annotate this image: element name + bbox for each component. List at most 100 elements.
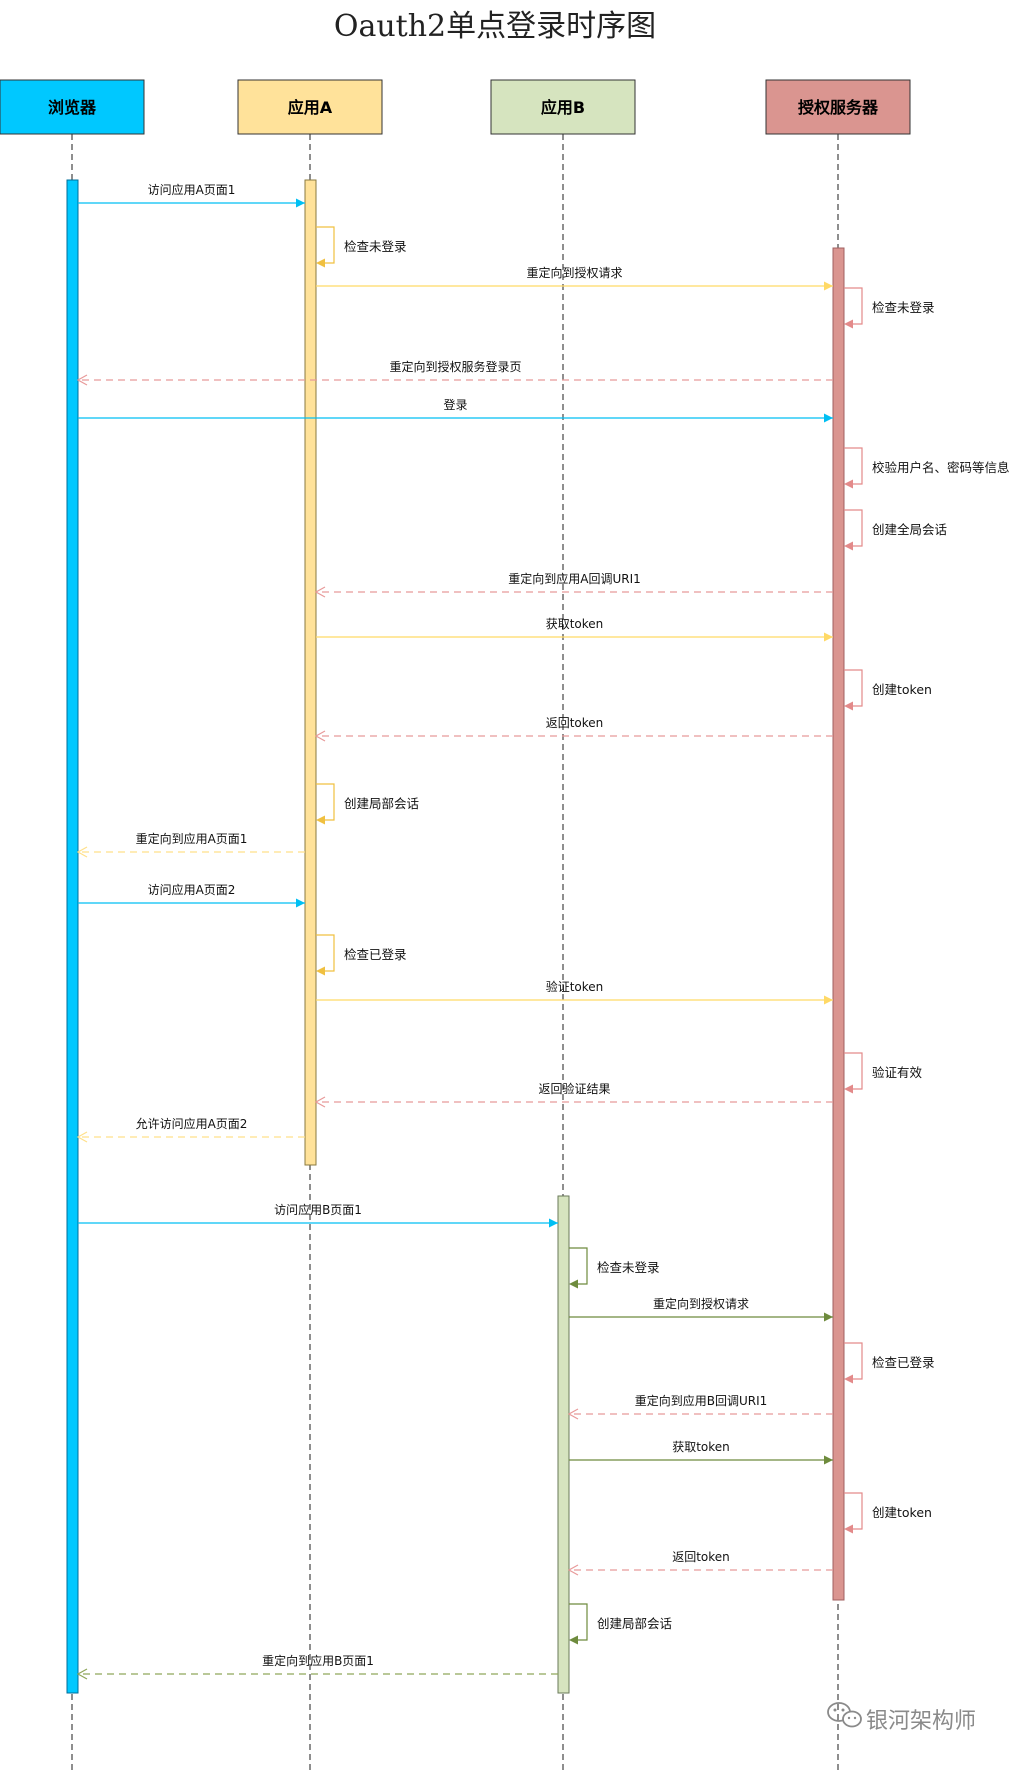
message-label: 重定向到授权请求 (526, 265, 622, 280)
arrowhead (844, 1524, 853, 1534)
message-4-self: 检查未登录 (844, 287, 935, 329)
self-call-loop (316, 783, 335, 821)
message-label: 访问应用A页面1 (148, 182, 236, 197)
arrowhead (824, 1455, 833, 1465)
message-label: 重定向到授权请求 (653, 1296, 749, 1311)
arrowhead (316, 966, 325, 976)
self-call-label: 创建全局会话 (872, 522, 947, 537)
message-label: 允许访问应用A页面2 (136, 1116, 248, 1131)
self-call-label: 创建token (872, 682, 932, 697)
wechat-icon (827, 1702, 862, 1728)
message-30-return: 重定向到应用B页面1 (76, 1653, 558, 1680)
activation-bar-appA (304, 179, 317, 1166)
message-label: 重定向到应用A回调URI1 (508, 571, 641, 586)
arrowhead (316, 258, 325, 268)
self-call-label: 验证有效 (872, 1065, 923, 1080)
message-22-self: 检查未登录 (569, 1247, 660, 1289)
arrowhead (844, 541, 853, 551)
self-call-label: 检查已登录 (872, 1355, 935, 1370)
message-11-self: 创建token (844, 669, 932, 711)
arrowhead (824, 281, 833, 291)
arrowhead (567, 1564, 579, 1576)
arrowhead (824, 995, 833, 1005)
message-5-return: 重定向到授权服务登录页 (76, 359, 833, 386)
arrowhead (567, 1408, 579, 1420)
message-1-call: 访问应用A页面1 (78, 182, 305, 208)
message-20-return: 允许访问应用A页面2 (76, 1116, 305, 1143)
self-call-loop (844, 447, 863, 485)
self-call-loop (844, 287, 863, 325)
self-call-loop (316, 226, 335, 264)
self-call-loop (844, 1492, 863, 1530)
message-label: 重定向到授权服务登录页 (389, 359, 521, 374)
message-12-return: 返回token (314, 716, 833, 742)
arrowhead (824, 632, 833, 642)
arrowhead (314, 1096, 326, 1108)
arrowhead (824, 413, 833, 423)
self-call-loop (844, 669, 863, 707)
arrowhead (844, 1374, 853, 1384)
self-call-label: 检查已登录 (344, 947, 407, 962)
message-3-call: 重定向到授权请求 (316, 265, 833, 291)
arrowhead (844, 479, 853, 489)
arrowhead (569, 1635, 578, 1645)
actor-label-auth: 授权服务器 (798, 98, 879, 117)
arrowhead (76, 846, 88, 858)
actor-box-appA (237, 79, 383, 135)
watermark-text: 银河架构师 (866, 1709, 976, 1734)
activation-bar-auth (832, 247, 845, 1601)
arrowhead (844, 319, 853, 329)
self-call-loop (569, 1247, 588, 1285)
message-label: 登录 (443, 397, 467, 412)
arrowhead (314, 730, 326, 742)
arrowhead (296, 198, 305, 208)
message-23-call: 重定向到授权请求 (569, 1296, 833, 1322)
self-call-loop (844, 1052, 863, 1090)
arrowhead (76, 374, 88, 386)
message-17-call: 验证token (316, 979, 833, 1005)
message-6-call: 登录 (78, 397, 833, 423)
message-16-self: 检查已登录 (316, 934, 407, 976)
message-26-call: 获取token (569, 1440, 833, 1465)
activation-bar-browser (66, 179, 79, 1694)
message-label: 重定向到应用B页面1 (262, 1653, 374, 1668)
actor-label-appA: 应用A (288, 98, 333, 117)
self-call-label: 创建token (872, 1505, 932, 1520)
message-label: 获取token (546, 617, 604, 631)
arrowhead (549, 1218, 558, 1228)
arrowhead (316, 815, 325, 825)
self-call-label: 检查未登录 (597, 1260, 660, 1275)
message-label: 访问应用A页面2 (148, 882, 236, 897)
message-21-call: 访问应用B页面1 (78, 1202, 558, 1228)
message-24-self: 检查已登录 (844, 1342, 935, 1384)
message-27-self: 创建token (844, 1492, 932, 1534)
self-call-loop (569, 1603, 588, 1641)
watermark: 银河架构师 (827, 1702, 976, 1734)
self-call-label: 检查未登录 (344, 239, 407, 254)
message-label: 重定向到应用A页面1 (136, 831, 248, 846)
actor-box-auth (765, 79, 911, 135)
message-label: 验证token (546, 979, 604, 994)
self-call-loop (844, 1342, 863, 1380)
message-28-return: 返回token (567, 1550, 833, 1576)
actor-box-appB (490, 79, 636, 135)
arrowhead (824, 1312, 833, 1322)
self-call-loop (844, 509, 863, 547)
arrowhead (76, 1131, 88, 1143)
diagram-title: Oauth2单点登录时序图 (334, 9, 656, 44)
message-14-return: 重定向到应用A页面1 (76, 831, 305, 858)
message-8-self: 创建全局会话 (844, 509, 947, 551)
actor-label-browser: 浏览器 (48, 98, 97, 117)
arrowhead (76, 1668, 88, 1680)
activation-bar-appB (557, 1195, 570, 1694)
message-label: 获取token (672, 1440, 730, 1454)
arrowhead (569, 1279, 578, 1289)
message-10-call: 获取token (316, 617, 833, 642)
message-9-return: 重定向到应用A回调URI1 (314, 571, 833, 598)
message-7-self: 校验用户名、密码等信息 (844, 447, 1010, 489)
self-call-label: 校验用户名、密码等信息 (872, 460, 1010, 475)
message-29-self: 创建局部会话 (569, 1603, 672, 1645)
actor-label-appB: 应用B (541, 98, 585, 117)
message-label: 返回token (672, 1550, 730, 1564)
